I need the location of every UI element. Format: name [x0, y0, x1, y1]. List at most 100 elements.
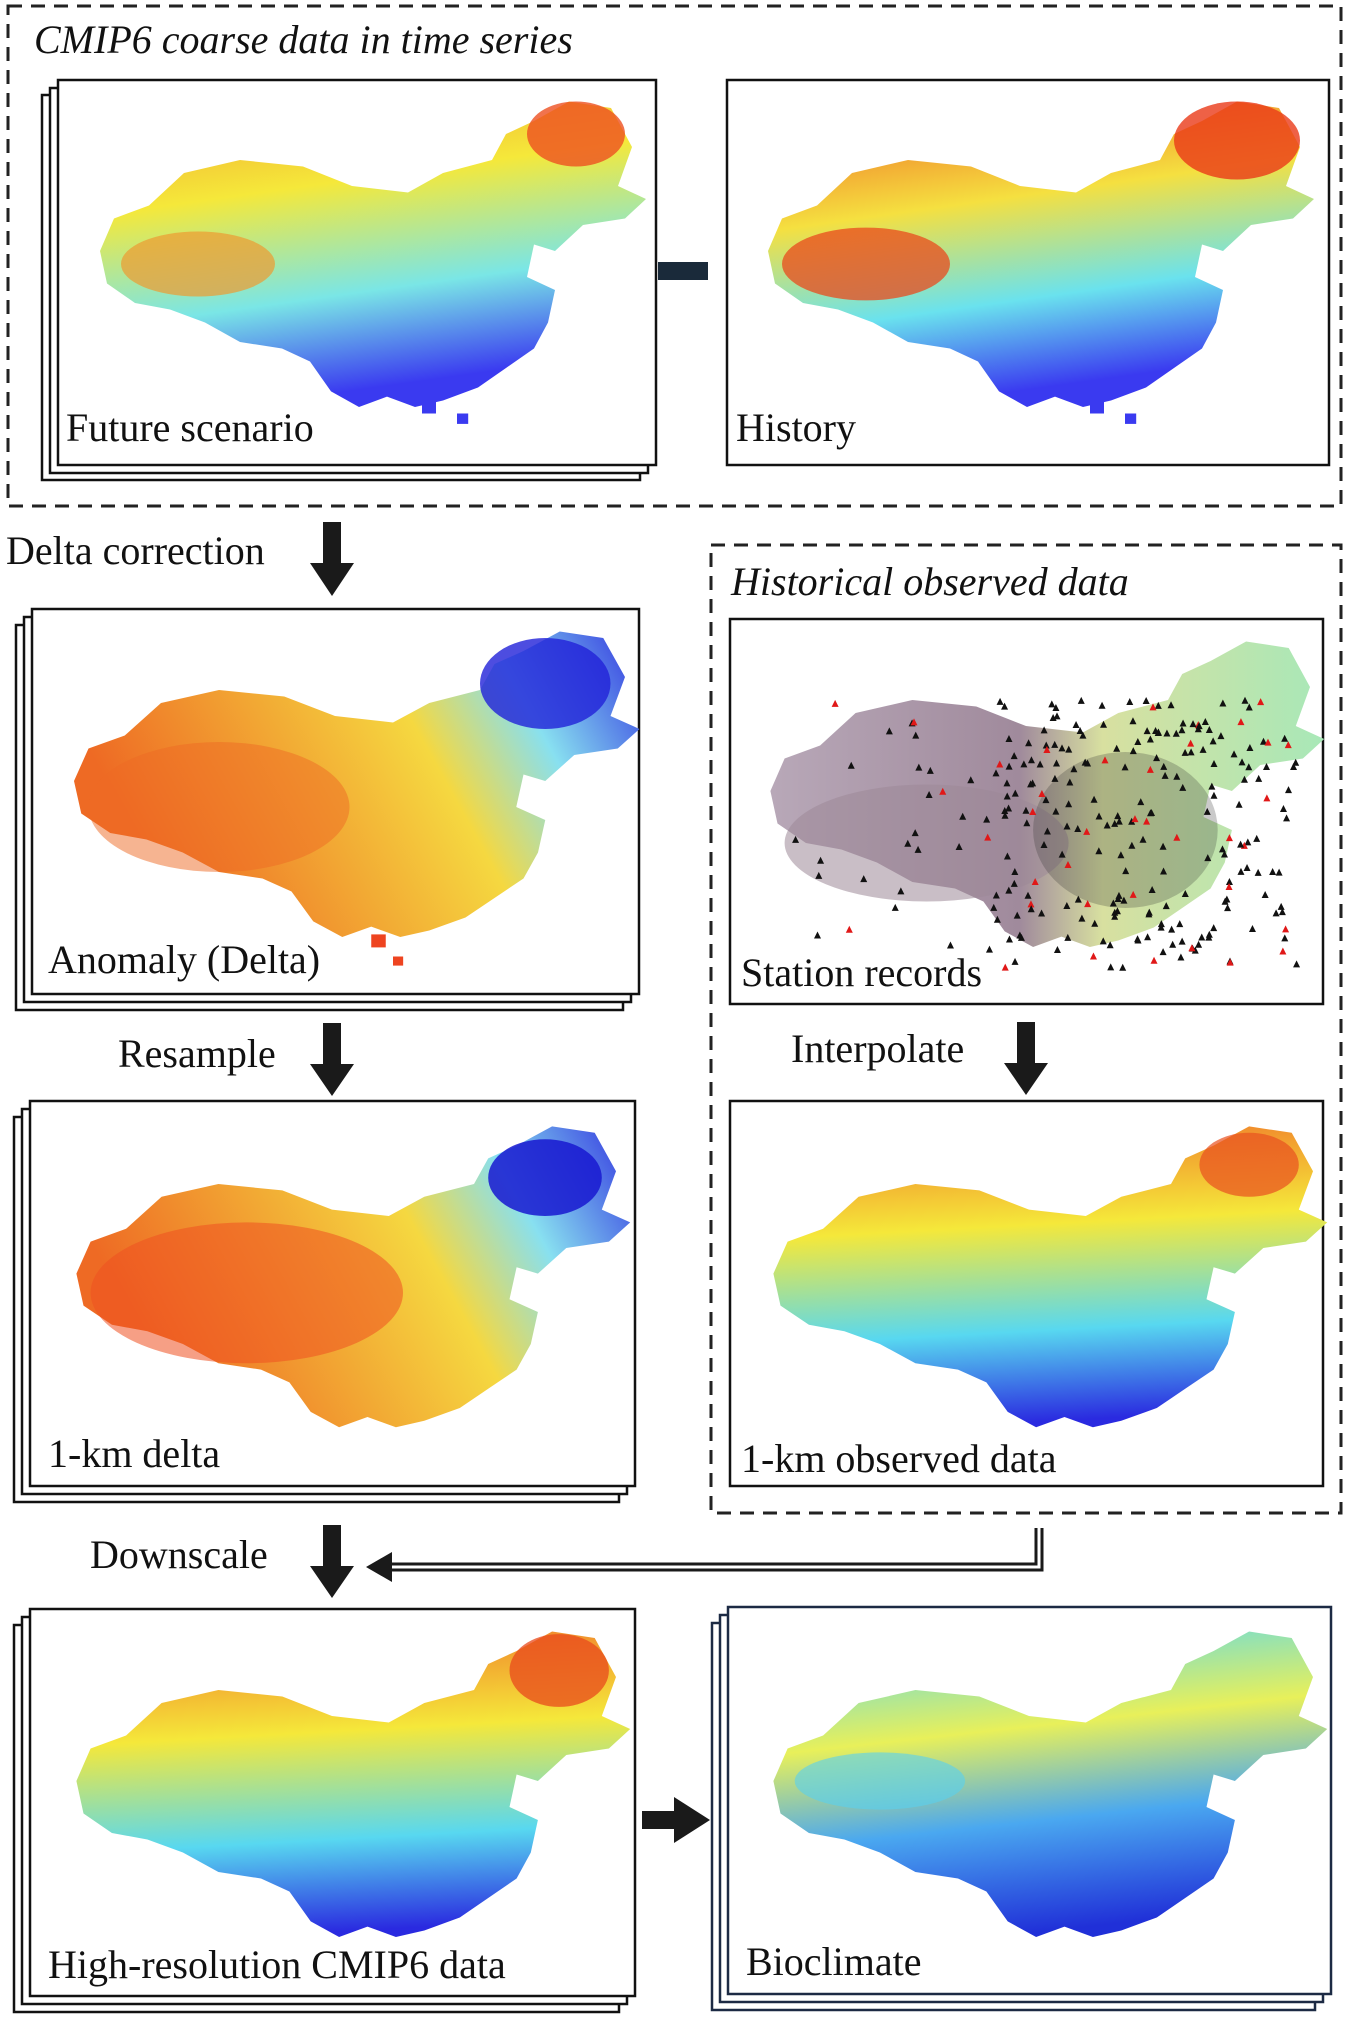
station-marker	[1027, 905, 1035, 913]
station-marker	[1114, 812, 1122, 820]
station-marker	[1260, 737, 1268, 745]
station-marker	[1262, 762, 1270, 770]
station-marker	[1157, 920, 1165, 928]
station-marker	[1129, 890, 1137, 898]
station-marker	[926, 766, 934, 774]
cmip6-section-title: CMIP6 coarse data in time series	[34, 17, 573, 62]
station-marker	[1163, 729, 1171, 737]
interpolate-label: Interpolate	[791, 1026, 965, 1071]
station-marker	[1238, 758, 1246, 766]
station-marker	[1269, 867, 1277, 875]
station-marker	[1027, 780, 1035, 788]
station-marker	[847, 761, 855, 769]
station-marker	[1016, 931, 1024, 939]
station-marker	[1181, 748, 1189, 756]
station-marker	[1237, 867, 1245, 875]
station-marker	[1040, 726, 1048, 734]
station-marker	[1248, 925, 1256, 933]
arrow-observed-to-downscale	[366, 1528, 1044, 1582]
station-marker	[1109, 899, 1117, 907]
station-marker	[1113, 744, 1121, 752]
station-marker	[1081, 758, 1089, 766]
station-marker	[1167, 701, 1175, 709]
station-marker	[1177, 953, 1185, 961]
station-marker	[1191, 946, 1199, 954]
arrow-interpolate	[1004, 1022, 1048, 1095]
station-marker	[1119, 963, 1127, 971]
station-marker	[904, 839, 912, 847]
station-marker	[1245, 703, 1253, 711]
station-marker	[1003, 792, 1011, 800]
history-map	[768, 101, 1314, 424]
station-marker	[1275, 868, 1283, 876]
station-marker	[1148, 886, 1156, 894]
station-marker	[1103, 821, 1111, 829]
station-marker	[1246, 743, 1254, 751]
station-marker	[1005, 735, 1013, 743]
station-marker	[1209, 737, 1217, 745]
station-marker	[891, 903, 899, 911]
station-marker	[1058, 850, 1066, 858]
station-marker	[1217, 732, 1225, 740]
station-marker	[1161, 771, 1169, 779]
station-marker	[1038, 909, 1046, 917]
station-marker	[1010, 879, 1018, 887]
station-marker	[1139, 835, 1147, 843]
station-marker	[1162, 902, 1170, 910]
station-marker	[1053, 759, 1061, 767]
station-marker	[1284, 741, 1292, 749]
station-marker	[1159, 948, 1167, 956]
station-marker	[1253, 834, 1261, 842]
station-marker	[1282, 925, 1290, 933]
station-map	[770, 641, 1325, 947]
station-marker	[1226, 958, 1234, 966]
history-panel	[725, 78, 1331, 467]
station-marker	[1036, 760, 1044, 768]
station-marker	[814, 931, 822, 939]
station-marker	[845, 925, 853, 933]
station-marker	[1203, 807, 1211, 815]
station-marker	[993, 915, 1001, 923]
station-marker	[1100, 720, 1108, 728]
station-marker	[792, 835, 800, 843]
station-marker	[1005, 886, 1013, 894]
delta-correction-label: Delta correction	[6, 528, 265, 573]
station-marker	[1237, 718, 1245, 726]
station-marker	[1052, 807, 1060, 815]
station-marker	[1010, 752, 1018, 760]
station-marker	[1188, 944, 1196, 952]
station-marker	[1131, 815, 1139, 823]
station-marker	[955, 843, 963, 851]
station-marker	[1144, 933, 1152, 941]
station-marker	[1090, 795, 1098, 803]
station-marker	[1255, 774, 1263, 782]
station-marker	[1115, 891, 1123, 899]
station-marker	[1001, 963, 1009, 971]
station-marker	[1099, 937, 1107, 945]
station-marker	[1003, 852, 1011, 860]
station-marker	[1225, 877, 1233, 885]
station-marker	[1031, 877, 1039, 885]
station-marker	[1148, 809, 1156, 817]
station-marker	[1181, 889, 1189, 897]
station-marker	[1272, 909, 1280, 917]
station-marker	[959, 812, 967, 820]
station-marker	[1220, 850, 1228, 858]
station-marker	[1152, 727, 1160, 735]
station-marker	[1023, 819, 1031, 827]
station-marker	[1122, 867, 1130, 875]
station-marker	[1115, 817, 1123, 825]
station-marker	[1029, 807, 1037, 815]
cmip6-section	[6, 4, 1343, 508]
station-marker	[1095, 847, 1103, 855]
station-marker	[1159, 842, 1167, 850]
station-marker	[1101, 756, 1109, 764]
station-marker	[1070, 765, 1078, 773]
station-marker	[1261, 891, 1269, 899]
station-marker	[1091, 919, 1099, 927]
bioclimate-panel	[710, 1605, 1333, 2012]
history-label: History	[736, 405, 856, 450]
station-marker	[1240, 775, 1248, 783]
station-marker	[1146, 735, 1154, 743]
station-marker	[1194, 725, 1202, 733]
